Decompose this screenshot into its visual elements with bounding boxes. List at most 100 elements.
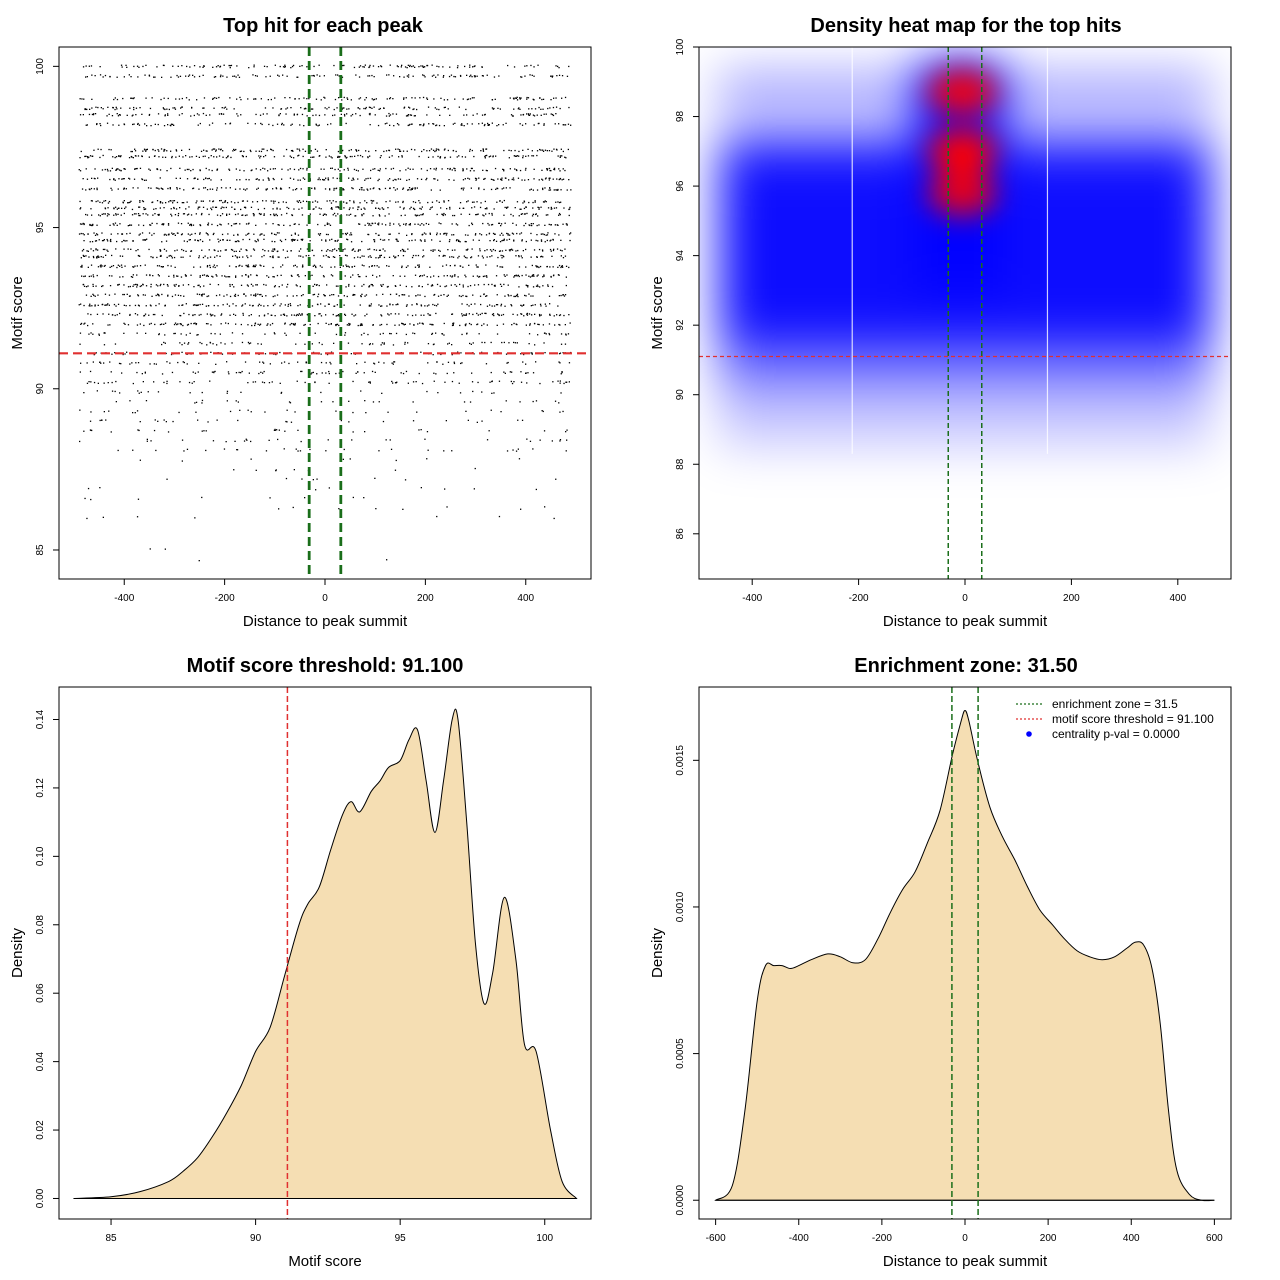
scatter-point <box>177 222 180 224</box>
scatter-point <box>506 362 508 364</box>
scatter-point <box>413 324 415 326</box>
scatter-point <box>548 332 550 335</box>
scatter-point <box>549 313 551 315</box>
scatter-point <box>357 274 359 276</box>
scatter-point <box>510 304 512 306</box>
scatter-point <box>537 206 539 208</box>
scatter-point <box>522 361 524 363</box>
scatter-point <box>569 239 571 242</box>
scatter-point <box>407 114 410 116</box>
scatter-point <box>379 256 381 258</box>
scatter-point <box>352 248 354 251</box>
scatter-point <box>270 149 273 151</box>
scatter-point <box>421 150 423 153</box>
scatter-point <box>144 149 146 151</box>
scatter-point <box>392 167 395 170</box>
scatter-point <box>148 232 151 234</box>
scatter-point <box>290 274 293 277</box>
scatter-point <box>454 265 456 267</box>
scatter-point <box>193 76 196 78</box>
scatter-point <box>205 114 207 116</box>
scatter-point <box>522 202 524 204</box>
scatter-point <box>144 74 146 76</box>
scatter-point <box>119 265 121 267</box>
distance-density-x-tick-label: -600 <box>706 1233 726 1244</box>
scatter-point <box>241 265 243 267</box>
scatter-point <box>81 264 83 267</box>
scatter-point <box>272 168 274 170</box>
scatter-point <box>239 169 241 171</box>
scatter-point <box>168 234 170 236</box>
scatter-point <box>165 202 167 204</box>
scatter-point <box>406 304 408 306</box>
scatter-point <box>327 249 329 251</box>
scatter-point <box>317 233 320 235</box>
scatter-point <box>454 169 456 172</box>
scatter-point <box>259 114 262 116</box>
scatter-point <box>297 429 299 431</box>
scatter-point <box>570 232 572 234</box>
scatter-point <box>102 154 104 157</box>
scatter-point <box>269 324 272 326</box>
scatter-point <box>192 74 194 76</box>
scatter-point <box>426 150 428 152</box>
scatter-point <box>515 450 518 452</box>
scatter-point <box>229 122 232 124</box>
heatmap-x-tick-label: 0 <box>962 593 968 604</box>
scatter-point <box>450 74 453 76</box>
scatter-point <box>461 303 463 305</box>
scatter-point <box>300 295 303 297</box>
scatter-point <box>124 353 126 355</box>
scatter-point <box>499 266 501 268</box>
scatter-point <box>347 239 349 241</box>
scatter-point <box>276 123 279 125</box>
scatter-point <box>142 381 144 383</box>
scatter-point <box>373 363 376 365</box>
scatter-point <box>96 224 98 226</box>
scatter-point <box>269 168 272 170</box>
scatter-point <box>570 124 572 126</box>
scatter-point <box>464 234 467 236</box>
scatter-point <box>274 429 276 431</box>
scatter-point <box>293 157 295 159</box>
scatter-point <box>328 223 330 225</box>
scatter-point <box>445 264 448 266</box>
scatter-point <box>146 238 148 240</box>
scatter-point <box>395 332 398 335</box>
scatter-point <box>214 266 216 269</box>
scatter-point <box>403 76 405 78</box>
scatter-point <box>383 342 385 344</box>
scatter-point <box>436 515 438 518</box>
scatter-point <box>381 392 383 394</box>
scatter-point <box>558 264 561 267</box>
scatter-point <box>92 114 95 116</box>
scatter-point <box>544 200 546 202</box>
scatter-point <box>183 342 186 344</box>
scatter-point <box>102 239 105 242</box>
scatter-point <box>535 285 538 287</box>
scatter-point <box>234 213 237 216</box>
scatter-point <box>538 208 540 210</box>
scatter-point <box>150 322 152 325</box>
scatter-point <box>158 156 160 158</box>
scatter-point <box>137 390 139 392</box>
scatter-point <box>514 295 516 298</box>
scatter-point <box>482 149 484 151</box>
scatter-point <box>302 238 304 240</box>
scatter-point <box>525 240 527 243</box>
scatter-point <box>419 275 422 277</box>
scatter-point <box>412 65 414 67</box>
scatter-point <box>335 410 337 412</box>
scatter-point <box>214 256 216 258</box>
scatter-point <box>167 224 170 226</box>
scatter-point <box>358 206 360 208</box>
scatter-point <box>481 420 483 422</box>
scatter-point <box>335 372 337 375</box>
scatter-point <box>372 200 375 202</box>
scatter-point <box>406 67 408 69</box>
scatter-point <box>314 188 316 190</box>
scatter-point <box>216 168 219 170</box>
scatter-point <box>558 314 561 317</box>
scatter-point <box>346 238 348 240</box>
scatter-point <box>226 390 229 392</box>
